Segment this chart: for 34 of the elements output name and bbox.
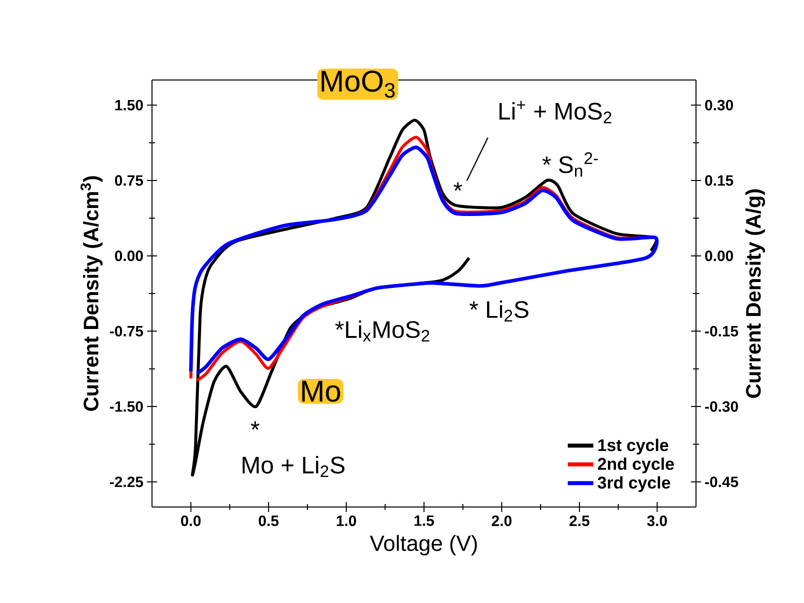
y2-axis-title: Current Density (A/g): [745, 189, 766, 398]
annotation: Mo + Li$_{2}$S: [242, 456, 344, 478]
y-tick-label: 1.50: [115, 100, 143, 110]
y2-tick-label: -0.15: [705, 326, 738, 336]
annotation: MoO$_{3}$: [322, 70, 395, 98]
y-tick-label: -0.75: [110, 326, 144, 336]
annotation: * Li$_{2}$S: [470, 300, 528, 322]
y2-tick-label: 0.00: [705, 250, 733, 262]
annotation: *: [250, 421, 260, 430]
annotation: Mo: [302, 380, 340, 402]
annotation: Li$^{+}$ + MoS$_{2}$: [500, 100, 612, 124]
legend-label: 2nd cycle: [598, 457, 674, 474]
x-tick-label: 1.5: [414, 516, 434, 526]
x-tick-label: 3.0: [647, 516, 667, 526]
y-tick-label: -2.25: [110, 476, 144, 488]
x-tick-label: 0.0: [181, 516, 201, 526]
y2-tick-label: 0.30: [705, 100, 733, 110]
annotation: *Li$_{x}$MoS$_{2}$: [335, 320, 430, 342]
y2-tick-label: -0.45: [705, 476, 738, 488]
annotation: *: [454, 182, 462, 191]
y-tick-label: 0.00: [114, 250, 143, 262]
legend-label: 3rd cycle: [598, 476, 670, 492]
annotation: * S$_{n}$2-: [542, 152, 598, 177]
y2-tick-label: -0.30: [705, 401, 738, 412]
x-tick-label: 0.5: [258, 516, 279, 526]
x-tick-label: 2.0: [492, 516, 512, 526]
y-tick-label: -1.50: [110, 401, 143, 412]
y-axis-title: Current Density (A/cm$^{3}$): [80, 176, 103, 411]
x-tick-label: 2.5: [570, 516, 590, 526]
legend-label: 1st cycle: [598, 438, 668, 455]
y-tick-label: 0.75: [114, 175, 144, 186]
y2-tick-label: 0.15: [705, 175, 734, 186]
x-axis-title: Voltage (V): [370, 534, 477, 556]
x-tick-label: 1.0: [336, 516, 356, 526]
